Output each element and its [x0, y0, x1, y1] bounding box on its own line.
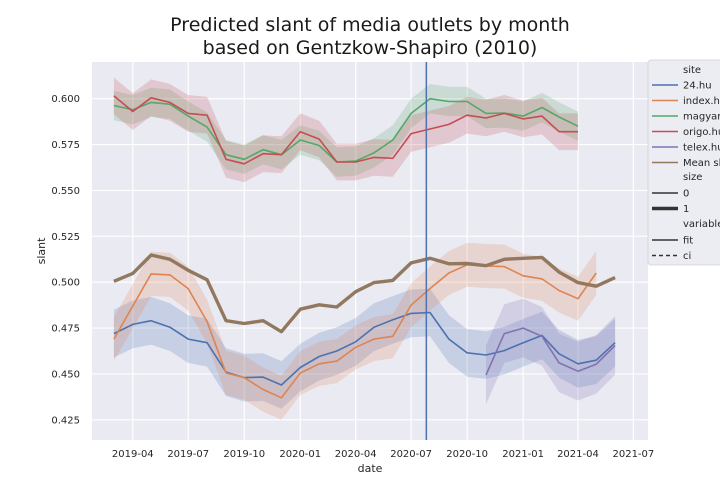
legend-size-title: size [683, 172, 702, 183]
legend-size-entries: 01 [652, 189, 689, 215]
x-tick-label: 2020-04 [335, 449, 377, 460]
series-line-24-hu [113, 311, 616, 386]
legend-label: Mean sl [683, 158, 720, 169]
y-tick-label: 0.525 [51, 232, 80, 243]
legend-variable-entries: fit ci [652, 236, 693, 262]
y-tick-label: 0.425 [51, 415, 80, 426]
legend-label: index.hu [683, 96, 720, 107]
plot-area [92, 62, 648, 440]
legend-label: 24.hu [683, 81, 712, 92]
x-tick-label: 2020-10 [446, 449, 488, 460]
legend-size-label: 1 [683, 204, 689, 215]
x-tick-label: 2019-07 [167, 449, 209, 460]
y-tick-label: 0.550 [51, 186, 80, 197]
series-lines [113, 95, 616, 399]
series-line-telex-hu [485, 327, 616, 376]
x-tick-label: 2021-04 [557, 449, 599, 460]
legend-variable-title: variable [683, 219, 720, 230]
x-tick-label: 2020-07 [390, 449, 432, 460]
legend-variable-label: fit [683, 236, 693, 247]
x-tick-label: 2021-07 [612, 449, 654, 460]
y-tick-label: 0.600 [51, 94, 80, 105]
x-axis-label: date [358, 462, 383, 475]
series-line-origo-hu [113, 95, 578, 165]
legend-label: telex.hu [683, 143, 720, 154]
x-tick-label: 2019-10 [223, 449, 265, 460]
grid-lines [92, 62, 648, 440]
legend: site 24.hu index.hu magyar origo.hu telex.hu… [647, 59, 720, 266]
legend-label: magyar [683, 112, 720, 123]
legend-size-label: 0 [683, 189, 689, 200]
x-tick-label: 2019-04 [112, 449, 154, 460]
ci-band-magyar [113, 84, 579, 177]
legend-label: origo.hu [683, 127, 720, 138]
legend-site-title: site [683, 65, 701, 76]
x-tick-label: 2020-01 [279, 449, 321, 460]
series-line-index-hu [113, 263, 597, 399]
series-line-mean-sl [113, 253, 616, 334]
ci-band-telex-hu [486, 298, 616, 405]
x-tick-label: 2021-01 [502, 449, 544, 460]
y-tick-label: 0.575 [51, 140, 80, 151]
chart-subtitle: based on Gentzkow-Shapiro (2010) [203, 37, 538, 59]
legend-box [647, 59, 720, 266]
y-tick-label: 0.500 [51, 278, 80, 289]
chart-title: Predicted slant of media outlets by mont… [170, 14, 570, 36]
tick-labels: 2019-04 2019-07 2019-10 2020-01 2020-04 2020-… [51, 94, 654, 460]
y-tick-label: 0.475 [51, 324, 80, 335]
y-tick-label: 0.450 [51, 369, 80, 380]
legend-variable-label: ci [683, 251, 691, 262]
legend-site-entries: 24.hu index.hu magyar origo.hu telex.hu Mean … [652, 81, 720, 169]
y-axis-label: slant [35, 237, 48, 264]
ci-band-24-hu [113, 288, 616, 409]
